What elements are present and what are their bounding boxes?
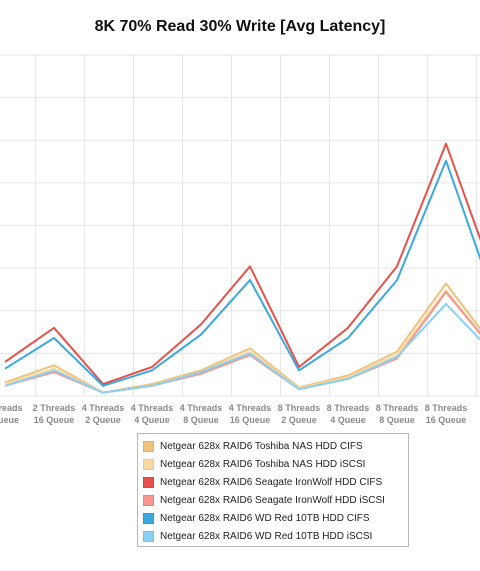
legend-label: Netgear 628x RAID6 Seagate IronWolf HDD … (160, 476, 383, 488)
x-tick-label-line1: 4 Threads (131, 403, 174, 413)
legend-item: Netgear 628x RAID6 Toshiba NAS HDD CIFS (143, 437, 403, 455)
x-tick-label-line1: 4 Threads (82, 403, 125, 413)
series-line-2 (4, 142, 480, 386)
legend-item: Netgear 628x RAID6 WD Red 10TB HDD iSCSI (143, 527, 403, 545)
series-line-5 (4, 302, 480, 394)
x-tick-label-line2: 8 Queue (379, 415, 415, 425)
series-line-4 (4, 159, 480, 387)
x-tick-label-line1: Threads (0, 403, 23, 413)
legend-label: Netgear 628x RAID6 WD Red 10TB HDD iSCSI (160, 530, 373, 542)
legend-swatch (143, 476, 154, 488)
x-tick-label-line2: 4 Queue (330, 415, 366, 425)
legend-label: Netgear 628x RAID6 Seagate IronWolf HDD … (160, 494, 385, 506)
x-tick-label-line2: 16 Queue (230, 415, 271, 425)
chart-title: 8K 70% Read 30% Write [Avg Latency] (94, 18, 386, 35)
x-tick-label-line2: 16 Queue (426, 415, 467, 425)
legend-item: Netgear 628x RAID6 Toshiba NAS HDD iSCSI (143, 455, 403, 473)
x-tick-label-line1: 8 Threads (376, 403, 419, 413)
series-line-0 (4, 282, 480, 394)
legend-label: Netgear 628x RAID6 Toshiba NAS HDD iSCSI (160, 458, 366, 470)
legend-label: Netgear 628x RAID6 Toshiba NAS HDD CIFS (160, 440, 363, 452)
x-tick-label-line1: 8 Threads (278, 403, 321, 413)
legend-item: Netgear 628x RAID6 WD Red 10TB HDD CIFS (143, 509, 403, 527)
x-tick-label-line1: 4 Threads (180, 403, 223, 413)
legend-swatch (143, 458, 154, 470)
x-tick-label-line2: 2 Queue (281, 415, 317, 425)
x-tick-label-line1: 4 Threads (229, 403, 272, 413)
x-tick-label-line2: 16 Queue (34, 415, 75, 425)
x-tick-label-line2: 8 Queue (183, 415, 219, 425)
legend-swatch (143, 530, 154, 542)
line-chart: Threads Queue 2 Threads 16 Queue 4 Threads 2 … (0, 54, 480, 425)
legend-item: Netgear 628x RAID6 Seagate IronWolf HDD … (143, 473, 403, 491)
x-tick-label-line2: 4 Queue (134, 415, 170, 425)
x-tick-label-line1: 8 Threads (425, 403, 468, 413)
x-tick-label-line1: 2 Threads (33, 403, 76, 413)
x-tick-label-line2: 2 Queue (85, 415, 121, 425)
legend-item: Netgear 628x RAID6 Seagate IronWolf HDD … (143, 491, 403, 509)
legend-swatch (143, 512, 154, 524)
legend-swatch (143, 494, 154, 506)
legend-label: Netgear 628x RAID6 WD Red 10TB HDD CIFS (160, 512, 370, 524)
x-tick-label-line1: 8 Threads (327, 403, 370, 413)
legend: Netgear 628x RAID6 Toshiba NAS HDD CIFS N… (137, 433, 409, 547)
x-tick-label-line2: Queue (0, 415, 19, 425)
legend-swatch (143, 440, 154, 452)
